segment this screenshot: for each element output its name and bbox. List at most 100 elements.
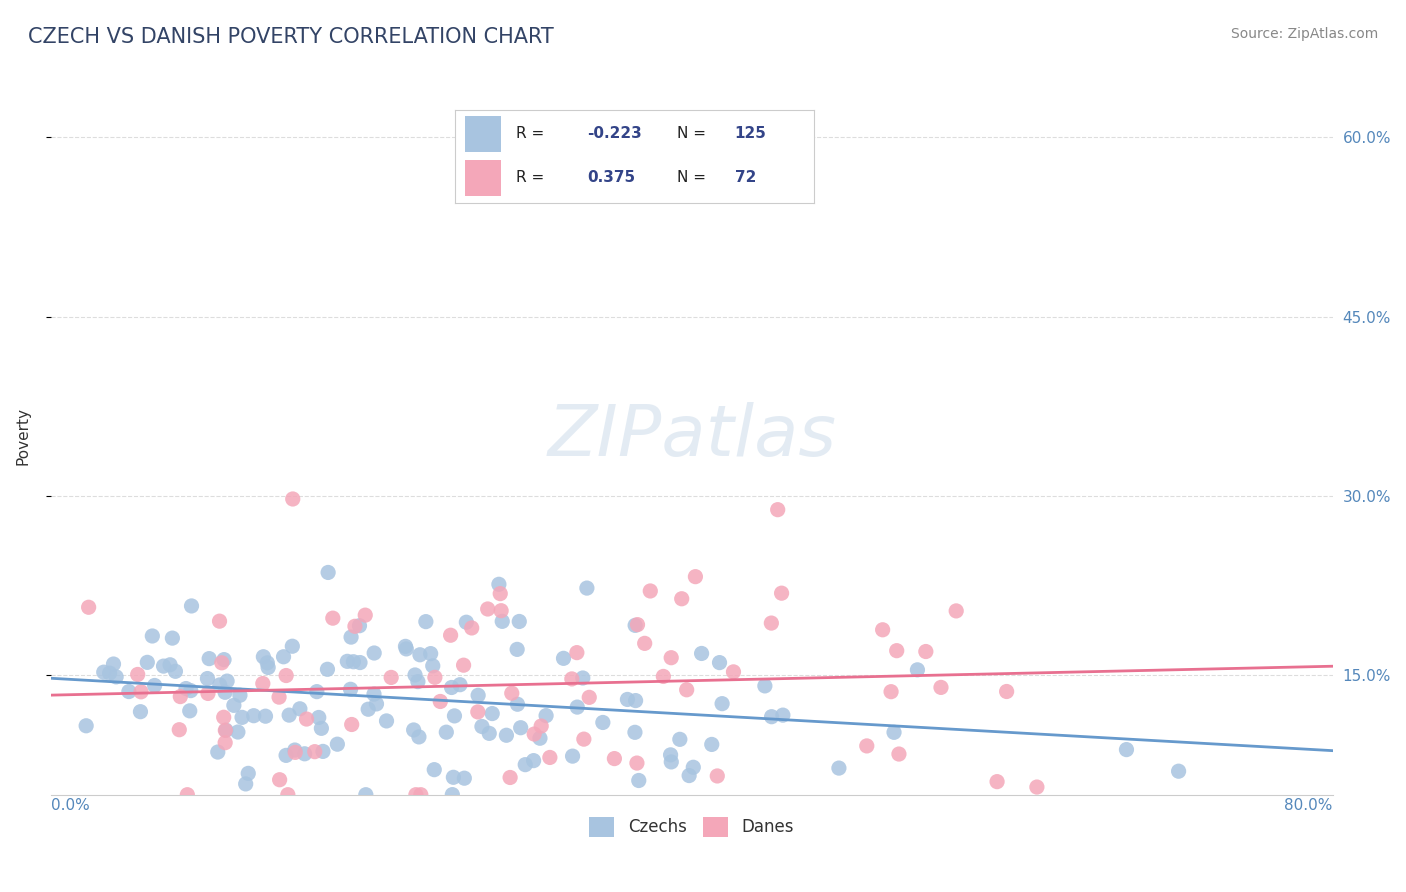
Point: [766, 502, 789, 516]
Point: [772, 708, 794, 723]
Point: [311, 722, 333, 736]
Point: [754, 679, 776, 693]
Point: [456, 615, 478, 630]
Point: [254, 709, 277, 723]
Point: [380, 670, 402, 684]
Point: [207, 745, 229, 759]
Point: [671, 591, 693, 606]
Point: [197, 686, 219, 700]
Point: [561, 672, 583, 686]
Point: [709, 656, 731, 670]
Point: [129, 705, 152, 719]
Point: [1115, 742, 1137, 756]
Point: [1025, 780, 1047, 794]
Point: [495, 728, 517, 742]
Point: [180, 599, 202, 613]
Point: [169, 723, 191, 737]
Point: [883, 725, 905, 739]
Point: [553, 651, 575, 665]
Point: [281, 491, 304, 506]
Point: [761, 709, 783, 723]
Point: [434, 725, 457, 739]
Point: [141, 629, 163, 643]
Point: [357, 702, 380, 716]
Point: [214, 736, 236, 750]
Point: [277, 788, 299, 802]
Y-axis label: Poverty: Poverty: [15, 407, 30, 465]
Point: [453, 658, 475, 673]
Point: [478, 726, 501, 740]
Point: [669, 732, 692, 747]
Point: [467, 705, 489, 719]
Point: [652, 669, 675, 683]
Point: [449, 678, 471, 692]
Point: [215, 723, 238, 738]
Point: [129, 685, 152, 699]
Point: [105, 670, 128, 684]
Point: [561, 749, 583, 764]
Point: [453, 771, 475, 785]
Point: [603, 751, 626, 765]
Point: [98, 666, 121, 681]
Point: [872, 623, 894, 637]
Point: [886, 643, 908, 657]
Point: [538, 750, 561, 764]
Point: [235, 777, 257, 791]
Point: [690, 647, 713, 661]
Point: [162, 631, 184, 645]
Point: [349, 656, 371, 670]
Point: [322, 611, 344, 625]
Point: [634, 636, 657, 650]
Point: [761, 616, 783, 631]
Point: [159, 657, 181, 672]
Point: [342, 655, 364, 669]
Point: [429, 694, 451, 708]
Point: [274, 748, 297, 763]
Point: [627, 773, 650, 788]
Point: [127, 667, 149, 681]
Point: [929, 681, 952, 695]
Point: [143, 678, 166, 692]
Point: [499, 771, 522, 785]
Text: 80.0%: 80.0%: [1285, 798, 1333, 814]
Point: [887, 747, 910, 761]
Point: [273, 649, 295, 664]
Point: [481, 706, 503, 721]
Point: [575, 581, 598, 595]
Point: [174, 681, 197, 696]
Point: [423, 670, 446, 684]
Point: [506, 642, 529, 657]
Point: [408, 730, 430, 744]
Point: [659, 650, 682, 665]
Point: [855, 739, 877, 753]
Point: [176, 788, 198, 802]
Point: [212, 710, 235, 724]
Point: [914, 644, 936, 658]
Point: [624, 693, 647, 707]
Point: [491, 615, 513, 629]
Point: [231, 710, 253, 724]
Point: [152, 659, 174, 673]
Point: [229, 688, 252, 702]
Point: [284, 743, 307, 757]
Point: [343, 619, 366, 633]
Point: [316, 566, 339, 580]
Point: [461, 621, 484, 635]
Point: [530, 719, 553, 733]
Point: [523, 754, 546, 768]
Point: [339, 682, 361, 697]
Point: [217, 674, 239, 689]
Point: [257, 660, 280, 674]
Point: [256, 656, 278, 670]
Point: [375, 714, 398, 728]
Point: [278, 708, 301, 723]
Point: [238, 766, 260, 780]
Point: [624, 618, 647, 632]
Point: [276, 668, 298, 682]
Point: [986, 774, 1008, 789]
Point: [312, 744, 335, 758]
Point: [136, 656, 159, 670]
Point: [572, 732, 595, 747]
Point: [366, 697, 388, 711]
Point: [880, 684, 903, 698]
